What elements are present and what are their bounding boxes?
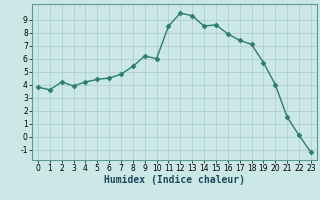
X-axis label: Humidex (Indice chaleur): Humidex (Indice chaleur) (104, 175, 245, 185)
